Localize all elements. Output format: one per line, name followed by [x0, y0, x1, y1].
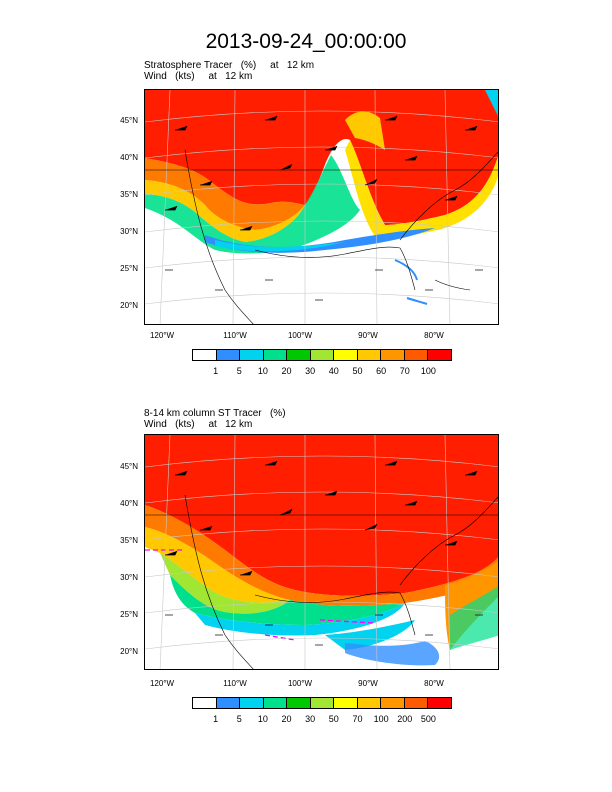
colorbar-label: 70	[399, 366, 410, 376]
colorbar-swatch	[334, 698, 358, 708]
panel1-lon-label: 90°W	[358, 331, 378, 340]
colorbar-swatch	[216, 350, 241, 360]
colorbar-swatch	[381, 350, 405, 360]
colorbar-label: 30	[305, 366, 316, 376]
colorbar-swatch	[404, 698, 429, 708]
colorbar-label: 5	[236, 366, 242, 376]
colorbar-swatch	[357, 350, 382, 360]
panel2-colorbar	[192, 697, 452, 709]
panel1-lat-label: 45°N	[120, 116, 138, 125]
colorbar-swatch	[310, 698, 335, 708]
colorbar-swatch	[193, 350, 217, 360]
colorbar-label: 200	[397, 714, 413, 724]
colorbar-label: 70	[352, 714, 363, 724]
colorbar-label: 20	[281, 714, 292, 724]
colorbar-swatch	[428, 350, 452, 360]
panel2-lon-label: 110°W	[223, 679, 247, 688]
panel1-lon-label: 120°W	[149, 331, 175, 340]
colorbar-label: 1	[213, 714, 219, 724]
colorbar-swatch	[404, 350, 429, 360]
colorbar-label: 10	[257, 714, 268, 724]
colorbar-swatch	[428, 698, 452, 708]
colorbar-label: 50	[352, 366, 363, 376]
panel1-subtitle-tracer: Stratosphere Tracer (%) at 12 km	[144, 60, 315, 71]
colorbar-swatch	[310, 350, 335, 360]
colorbar-swatch	[287, 350, 311, 360]
colorbar-label: 30	[305, 714, 316, 724]
panel2-lon-label: 80°W	[424, 679, 444, 688]
colorbar-label: 60	[376, 366, 387, 376]
colorbar-swatch	[240, 350, 264, 360]
colorbar-label: 100	[420, 366, 436, 376]
panel1-lon-label: 80°W	[424, 331, 444, 340]
panel1-lat-label: 40°N	[120, 153, 138, 162]
panel2-lon-label: 120°W	[149, 679, 175, 688]
colorbar-swatch	[381, 698, 405, 708]
panel1-lon-label: 100°W	[287, 331, 313, 340]
colorbar-label: 20	[281, 366, 292, 376]
colorbar-label: 50	[328, 714, 339, 724]
panel2-lon-label: 90°W	[358, 679, 378, 688]
colorbar-swatch	[216, 698, 241, 708]
colorbar-swatch	[357, 698, 382, 708]
panel1-lon-label: 110°W	[223, 331, 247, 340]
panel2-lat-label: 25°N	[120, 610, 138, 619]
panel2-subtitle-wind: Wind (kts) at 12 km	[144, 419, 253, 430]
panel2-subtitle-tracer: 8-14 km column ST Tracer (%)	[144, 408, 286, 419]
colorbar-swatch	[193, 698, 217, 708]
panel1-lat-label: 35°N	[120, 190, 138, 199]
colorbar-swatch	[334, 350, 358, 360]
colorbar-label: 500	[420, 714, 436, 724]
panel2-map	[144, 434, 499, 670]
colorbar-label: 40	[328, 366, 339, 376]
panel1-lat-label: 25°N	[120, 264, 138, 273]
colorbar-label: 5	[236, 714, 242, 724]
panel2-lon-label: 100°W	[287, 679, 313, 688]
panel2-lat-label: 45°N	[120, 462, 138, 471]
colorbar-swatch	[240, 698, 264, 708]
panel1-colorbar	[192, 349, 452, 361]
colorbar-label: 100	[373, 714, 389, 724]
panel2-lat-label: 35°N	[120, 536, 138, 545]
colorbar-swatch	[287, 698, 311, 708]
figure-title: 2013-09-24_00:00:00	[205, 30, 407, 53]
panel2-lat-label: 20°N	[120, 647, 138, 656]
colorbar-label: 1	[213, 366, 219, 376]
panel1-map	[144, 89, 499, 325]
colorbar-swatch	[263, 350, 288, 360]
colorbar-swatch	[263, 698, 288, 708]
panel1-lat-label: 20°N	[120, 301, 138, 310]
panel1-subtitle-wind: Wind (kts) at 12 km	[144, 71, 253, 82]
colorbar-label: 10	[257, 366, 268, 376]
panel2-lat-label: 40°N	[120, 499, 138, 508]
panel2-lat-label: 30°N	[120, 573, 138, 582]
panel1-lat-label: 30°N	[120, 227, 138, 236]
